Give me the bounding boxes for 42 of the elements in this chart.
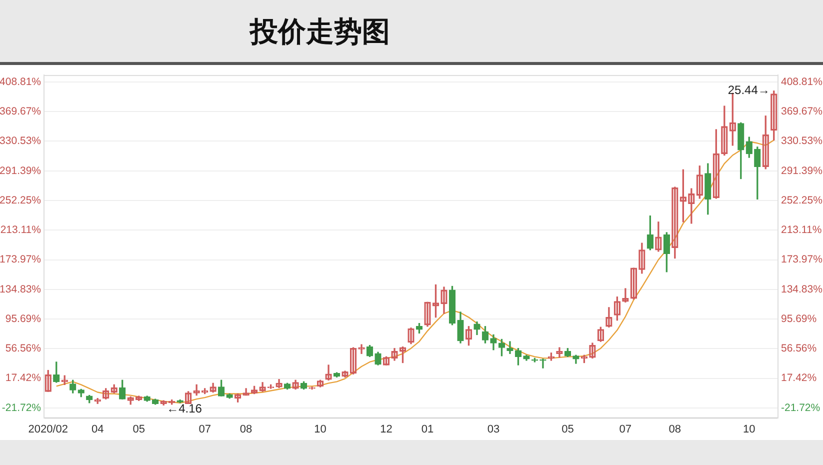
x-tick-label: 05	[132, 424, 145, 436]
y-tick-label: 17.42%	[5, 372, 41, 384]
y2-tick-label: -21.72%	[781, 402, 820, 414]
y2-tick-label: 56.56%	[781, 342, 817, 355]
y2-tick-label: 291.39%	[781, 164, 822, 177]
y2-tick-label: 213.11%	[781, 224, 822, 236]
y-tick-label: 173.97%	[0, 254, 41, 266]
x-tick-label: 07	[619, 424, 632, 436]
y2-tick-label: 134.83%	[781, 283, 822, 296]
y-tick-label: 134.83%	[0, 283, 41, 296]
y-tick-label: 213.11%	[0, 224, 41, 236]
y-tick-label: 408.81%	[0, 76, 41, 88]
y-tick-label: 252.25%	[0, 194, 41, 206]
y-tick-label: 56.56%	[5, 342, 41, 355]
x-tick-label: 10	[743, 424, 756, 436]
x-tick-label: 10	[314, 424, 326, 436]
y-tick-label: -21.72%	[2, 402, 41, 414]
x-tick-label: 08	[668, 424, 682, 436]
x-tick-label: 2020/02	[28, 424, 68, 436]
y2-tick-label: 408.81%	[781, 76, 822, 88]
chart-title: 投价走势图	[248, 14, 391, 50]
x-tick-label: 08	[240, 424, 252, 436]
x-tick-label: 03	[487, 424, 500, 436]
x-tick-label: 04	[91, 424, 104, 436]
y2-tick-label: 17.42%	[781, 372, 817, 384]
y2-tick-label: 95.69%	[781, 312, 817, 325]
y2-tick-label: 330.53%	[781, 135, 822, 148]
annotation: 25.44→	[728, 83, 770, 98]
x-tick-label: 12	[380, 424, 392, 436]
x-tick-label: 05	[562, 424, 574, 436]
y-tick-label: 291.39%	[0, 164, 41, 177]
y2-tick-label: 369.67%	[781, 105, 822, 118]
y-tick-label: 330.53%	[0, 135, 41, 148]
y2-tick-label: 252.25%	[781, 194, 822, 206]
candlestick	[506, 341, 514, 354]
y-tick-label: 95.69%	[5, 312, 41, 325]
x-tick-label: 01	[421, 424, 434, 436]
y2-tick-label: 173.97%	[781, 254, 822, 266]
y-tick-label: 369.67%	[0, 105, 41, 118]
candlestick	[540, 358, 546, 368]
annotation: ←4.16	[166, 401, 202, 416]
x-tick-label: 07	[198, 424, 211, 436]
